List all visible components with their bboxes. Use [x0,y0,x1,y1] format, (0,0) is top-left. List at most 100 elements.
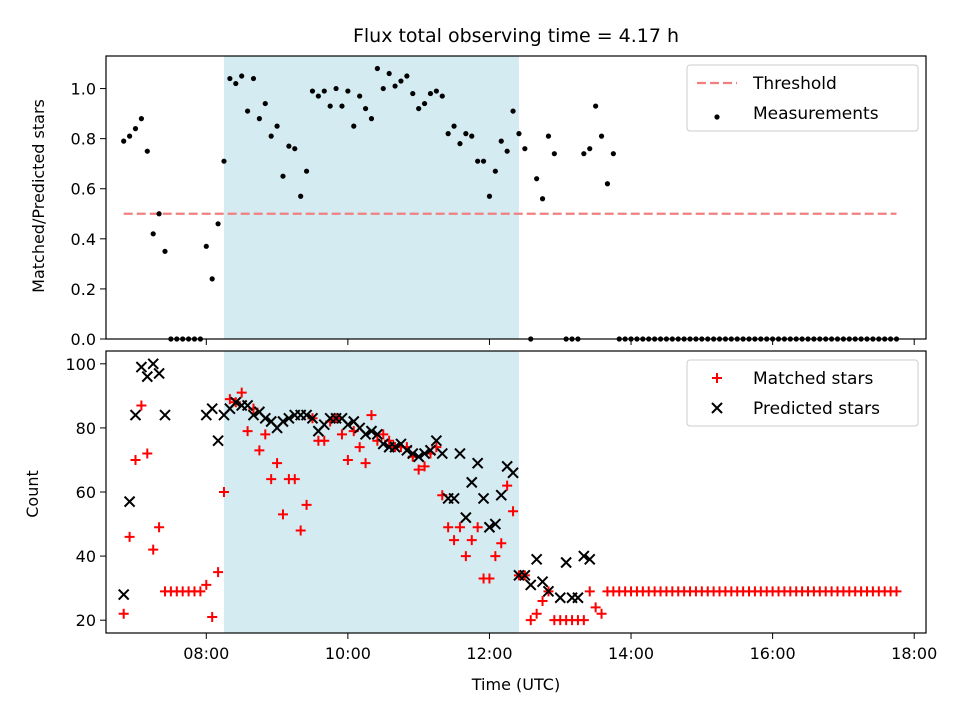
predicted-star-point [306,412,319,425]
measurement-point [522,146,528,152]
predicted-star-point [407,447,419,460]
measurement-point [439,93,445,99]
measurement-point [256,116,262,122]
matched-star-point [130,454,141,465]
matched-star-point [213,567,224,578]
predicted-star-point [123,495,136,508]
legend-matched-swatch [712,373,722,383]
matched-star-point [260,429,271,440]
matched-star-point [360,458,371,469]
measurement-point [398,78,404,84]
measurement-point [380,85,386,92]
measurement-point [233,80,239,87]
measurement-point [410,90,416,97]
matched-star-point [496,538,507,549]
measurement-point [286,143,292,149]
measurement-point [587,146,593,152]
top-ytick-label: 0.0 [71,330,96,349]
measurement-point [610,151,616,157]
legend-label: Threshold [752,74,837,94]
matched-star-point [195,586,206,597]
predicted-star-point [359,428,372,441]
predicted-star-point [525,579,537,591]
measurement-point [303,168,310,174]
bottom-ytick-label: 20 [76,611,96,630]
top-ytick-label: 0.6 [71,180,96,199]
predicted-star-point [507,467,519,479]
predicted-star-point [584,553,596,566]
predicted-star-point [418,447,431,460]
measurement-point [581,151,587,157]
measurement-point [309,88,316,94]
top-ytick-label: 1.0 [71,80,96,99]
measurement-point [250,75,257,82]
matched-star-point [236,387,247,398]
predicted-star-point [342,418,354,431]
measurement-point [374,65,380,72]
predicted-star-point [141,370,154,383]
top-ytick-label: 0.8 [71,130,96,149]
measurement-point [244,108,251,114]
predicted-star-point [377,438,389,450]
matched-star-point [136,400,147,411]
xtick-label: 18:00 [891,644,937,663]
top-panel: 0.0 0.2 0.4 0.6 0.8 1.0 Threshold Measurements [71,55,927,349]
matched-star-point [578,615,589,626]
matched-star-point [525,615,536,626]
xtick-label: 08:00 [183,644,229,663]
predicted-star-point [542,585,555,598]
measurement-point [504,148,510,154]
predicted-star-point [560,556,572,569]
measurement-point [604,181,611,187]
matched-star-point [466,535,477,546]
measurement-point [292,146,298,152]
matched-star-point [336,429,347,440]
measurement-point [421,100,428,107]
measurement-point [215,221,221,227]
matched-star-point [378,429,389,440]
measurement-point [333,85,339,92]
legend-measurement-swatch [714,114,720,120]
predicted-star-point [300,409,313,421]
predicted-star-point [147,358,159,370]
measurement-point [162,248,168,254]
xtick-label: 14:00 [608,644,654,663]
xtick-label: 12:00 [466,644,512,663]
measurement-point [280,173,286,179]
matched-star-point [891,586,902,597]
matched-star-point [142,448,153,459]
measurement-point [545,133,552,139]
matched-star-point [596,608,607,619]
matched-star-point [254,445,265,456]
bottom-plot-frame [105,350,927,634]
measurement-point [315,93,321,99]
legend-label: Matched stars [753,369,873,389]
top-ytick-label: 0.2 [71,280,96,299]
predicted-star-point [536,576,549,588]
top-shaded-interval [223,56,519,339]
top-plot-frame [105,55,927,340]
predicted-star-point [212,435,224,447]
matched-star-point [443,522,454,533]
top-legend-box [686,64,919,132]
measurement-point [539,196,546,202]
measurement-point [368,116,375,122]
predicted-star-point [230,396,242,408]
matched-star-point [490,551,501,562]
predicted-star-point [483,521,496,533]
predicted-star-point [371,428,384,441]
bottom-ytick-label: 60 [76,483,96,502]
measurement-point [144,148,150,154]
predicted-star-point [424,444,437,457]
measurement-point [433,88,439,94]
matched-star-point [277,509,288,520]
bottom-legend-box [686,359,919,427]
bottom-y-axis-label: Count [23,470,42,518]
measurement-point [416,105,422,112]
bottom-ytick-label: 40 [76,547,96,566]
matched-star-point [266,474,277,485]
predicted-star-point [159,409,171,421]
measurement-point [475,158,481,164]
matched-star-point [472,522,483,533]
measurement-point [138,116,144,122]
